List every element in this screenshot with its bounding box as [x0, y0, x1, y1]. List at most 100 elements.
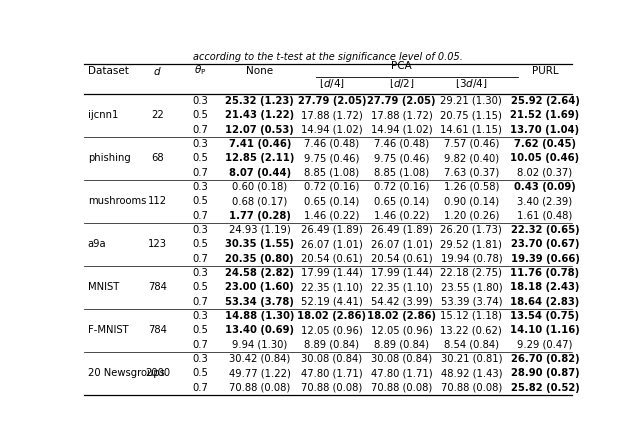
Text: F-MNIST: F-MNIST: [88, 325, 129, 335]
Text: 53.39 (3.74): 53.39 (3.74): [440, 296, 502, 307]
Text: 0.72 (0.16): 0.72 (0.16): [374, 182, 429, 192]
Text: 10.05 (0.46): 10.05 (0.46): [511, 153, 580, 163]
Text: 0.65 (0.14): 0.65 (0.14): [374, 196, 429, 206]
Text: 27.79 (2.05): 27.79 (2.05): [367, 96, 436, 106]
Text: 17.99 (1.44): 17.99 (1.44): [371, 268, 433, 278]
Text: 30.42 (0.84): 30.42 (0.84): [229, 354, 291, 364]
Text: 18.02 (2.86): 18.02 (2.86): [298, 311, 366, 321]
Text: 19.94 (0.78): 19.94 (0.78): [440, 253, 502, 264]
Text: 49.77 (1.22): 49.77 (1.22): [229, 368, 291, 378]
Text: a9a: a9a: [88, 239, 106, 249]
Text: 0.7: 0.7: [192, 296, 208, 307]
Text: 14.94 (1.02): 14.94 (1.02): [371, 125, 433, 135]
Text: 70.88 (0.08): 70.88 (0.08): [441, 383, 502, 392]
Text: 70.88 (0.08): 70.88 (0.08): [371, 383, 432, 392]
Text: 123: 123: [148, 239, 167, 249]
Text: 30.35 (1.55): 30.35 (1.55): [225, 239, 294, 249]
Text: 30.08 (0.84): 30.08 (0.84): [371, 354, 432, 364]
Text: Dataset: Dataset: [88, 66, 129, 76]
Text: 30.21 (0.81): 30.21 (0.81): [440, 354, 502, 364]
Text: 0.65 (0.14): 0.65 (0.14): [304, 196, 360, 206]
Text: 14.61 (1.15): 14.61 (1.15): [440, 125, 502, 135]
Text: 14.10 (1.16): 14.10 (1.16): [510, 325, 580, 335]
Text: 8.85 (1.08): 8.85 (1.08): [374, 168, 429, 177]
Text: 7.41 (0.46): 7.41 (0.46): [228, 139, 291, 149]
Text: 0.3: 0.3: [192, 96, 208, 106]
Text: 24.93 (1.19): 24.93 (1.19): [229, 225, 291, 235]
Text: 22.35 (1.10): 22.35 (1.10): [371, 282, 433, 292]
Text: 19.39 (0.66): 19.39 (0.66): [511, 253, 579, 264]
Text: 22.18 (2.75): 22.18 (2.75): [440, 268, 502, 278]
Text: 11.76 (0.78): 11.76 (0.78): [511, 268, 580, 278]
Text: 0.3: 0.3: [192, 225, 208, 235]
Text: 3.40 (2.39): 3.40 (2.39): [517, 196, 573, 206]
Text: 7.46 (0.48): 7.46 (0.48): [374, 139, 429, 149]
Text: 26.20 (1.73): 26.20 (1.73): [440, 225, 502, 235]
Text: 112: 112: [148, 196, 167, 206]
Text: 53.34 (3.78): 53.34 (3.78): [225, 296, 294, 307]
Text: 0.43 (0.09): 0.43 (0.09): [514, 182, 576, 192]
Text: 7.62 (0.45): 7.62 (0.45): [514, 139, 576, 149]
Text: 9.75 (0.46): 9.75 (0.46): [374, 153, 429, 163]
Text: 0.3: 0.3: [192, 139, 208, 149]
Text: 0.68 (0.17): 0.68 (0.17): [232, 196, 287, 206]
Text: 20.75 (1.15): 20.75 (1.15): [440, 110, 502, 120]
Text: 0.60 (0.18): 0.60 (0.18): [232, 182, 287, 192]
Text: 26.49 (1.89): 26.49 (1.89): [371, 225, 433, 235]
Text: 784: 784: [148, 282, 167, 292]
Text: 68: 68: [151, 153, 164, 163]
Text: phishing: phishing: [88, 153, 131, 163]
Text: 1.20 (0.26): 1.20 (0.26): [444, 211, 499, 220]
Text: 0.3: 0.3: [192, 268, 208, 278]
Text: 0.7: 0.7: [192, 253, 208, 264]
Text: 8.02 (0.37): 8.02 (0.37): [517, 168, 573, 177]
Text: 26.07 (1.01): 26.07 (1.01): [371, 239, 433, 249]
Text: 12.05 (0.96): 12.05 (0.96): [301, 325, 363, 335]
Text: $\lfloor 3d/4 \rfloor$: $\lfloor 3d/4 \rfloor$: [455, 77, 488, 90]
Text: 784: 784: [148, 325, 167, 335]
Text: 23.70 (0.67): 23.70 (0.67): [511, 239, 579, 249]
Text: 70.88 (0.08): 70.88 (0.08): [229, 383, 291, 392]
Text: 0.3: 0.3: [192, 182, 208, 192]
Text: 23.00 (1.60): 23.00 (1.60): [225, 282, 294, 292]
Text: 1.46 (0.22): 1.46 (0.22): [374, 211, 429, 220]
Text: 0.3: 0.3: [192, 311, 208, 321]
Text: 18.02 (2.86): 18.02 (2.86): [367, 311, 436, 321]
Text: 22: 22: [151, 110, 164, 120]
Text: 29.52 (1.81): 29.52 (1.81): [440, 239, 502, 249]
Text: 2000: 2000: [145, 368, 170, 378]
Text: None: None: [246, 66, 273, 76]
Text: 26.49 (1.89): 26.49 (1.89): [301, 225, 363, 235]
Text: 8.07 (0.44): 8.07 (0.44): [228, 168, 291, 177]
Text: 27.79 (2.05): 27.79 (2.05): [298, 96, 366, 106]
Text: 1.77 (0.28): 1.77 (0.28): [229, 211, 291, 220]
Text: 13.40 (0.69): 13.40 (0.69): [225, 325, 294, 335]
Text: 17.88 (1.72): 17.88 (1.72): [301, 110, 363, 120]
Text: 0.90 (0.14): 0.90 (0.14): [444, 196, 499, 206]
Text: 47.80 (1.71): 47.80 (1.71): [301, 368, 363, 378]
Text: 29.21 (1.30): 29.21 (1.30): [440, 96, 502, 106]
Text: 9.82 (0.40): 9.82 (0.40): [444, 153, 499, 163]
Text: 8.85 (1.08): 8.85 (1.08): [304, 168, 360, 177]
Text: 20.54 (0.61): 20.54 (0.61): [371, 253, 433, 264]
Text: 0.5: 0.5: [192, 110, 208, 120]
Text: 7.46 (0.48): 7.46 (0.48): [304, 139, 360, 149]
Text: 12.85 (2.11): 12.85 (2.11): [225, 153, 294, 163]
Text: 54.42 (3.99): 54.42 (3.99): [371, 296, 433, 307]
Text: 0.5: 0.5: [192, 368, 208, 378]
Text: $\lfloor d/2 \rfloor$: $\lfloor d/2 \rfloor$: [389, 77, 414, 90]
Text: 70.88 (0.08): 70.88 (0.08): [301, 383, 362, 392]
Text: 14.94 (1.02): 14.94 (1.02): [301, 125, 363, 135]
Text: 1.46 (0.22): 1.46 (0.22): [304, 211, 360, 220]
Text: 23.55 (1.80): 23.55 (1.80): [440, 282, 502, 292]
Text: 17.99 (1.44): 17.99 (1.44): [301, 268, 363, 278]
Text: 17.88 (1.72): 17.88 (1.72): [371, 110, 433, 120]
Text: 0.7: 0.7: [192, 383, 208, 392]
Text: 0.7: 0.7: [192, 168, 208, 177]
Text: 0.7: 0.7: [192, 211, 208, 220]
Text: 0.72 (0.16): 0.72 (0.16): [304, 182, 360, 192]
Text: $d$: $d$: [153, 64, 162, 76]
Text: 12.05 (0.96): 12.05 (0.96): [371, 325, 433, 335]
Text: 12.07 (0.53): 12.07 (0.53): [225, 125, 294, 135]
Text: 21.43 (1.22): 21.43 (1.22): [225, 110, 294, 120]
